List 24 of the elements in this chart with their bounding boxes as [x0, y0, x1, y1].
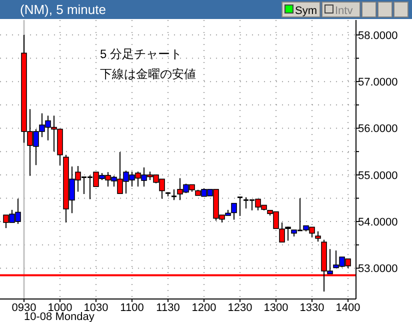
x-tick-label: 1030: [84, 302, 108, 314]
annotation: 下線は金曜の安値: [100, 67, 196, 81]
chart-title: (NM), 5 minute: [20, 2, 106, 17]
text: 10-08 Monday: [24, 311, 95, 322]
y-tick-label: 56.0000: [358, 123, 398, 136]
y-tick-label: 54.0000: [358, 216, 398, 229]
x-tick-label: 1130: [156, 302, 180, 314]
candlestick: [170, 188, 178, 201]
candlestick: [315, 230, 321, 242]
x-tick-label: 1400: [336, 302, 360, 314]
y-tick-label: 53.0000: [358, 263, 398, 276]
annotation: 5 分足チャート: [100, 47, 182, 61]
x-tick-label: 1100: [120, 302, 144, 314]
y-tick-label: 58.0000: [358, 30, 398, 42]
y-tick-label: 57.0000: [358, 76, 398, 89]
x-tick-label: 1200: [192, 302, 216, 314]
candlestick: [236, 196, 244, 216]
y-tick-label: 55.0000: [358, 170, 398, 182]
x-tick-label: 1230: [228, 302, 252, 314]
x-tick-label: 1300: [264, 302, 288, 314]
candlestick: [231, 202, 237, 220]
x-tick-label: 1330: [300, 302, 324, 314]
text: Intv: [335, 5, 354, 17]
text: Sym: [295, 5, 317, 17]
